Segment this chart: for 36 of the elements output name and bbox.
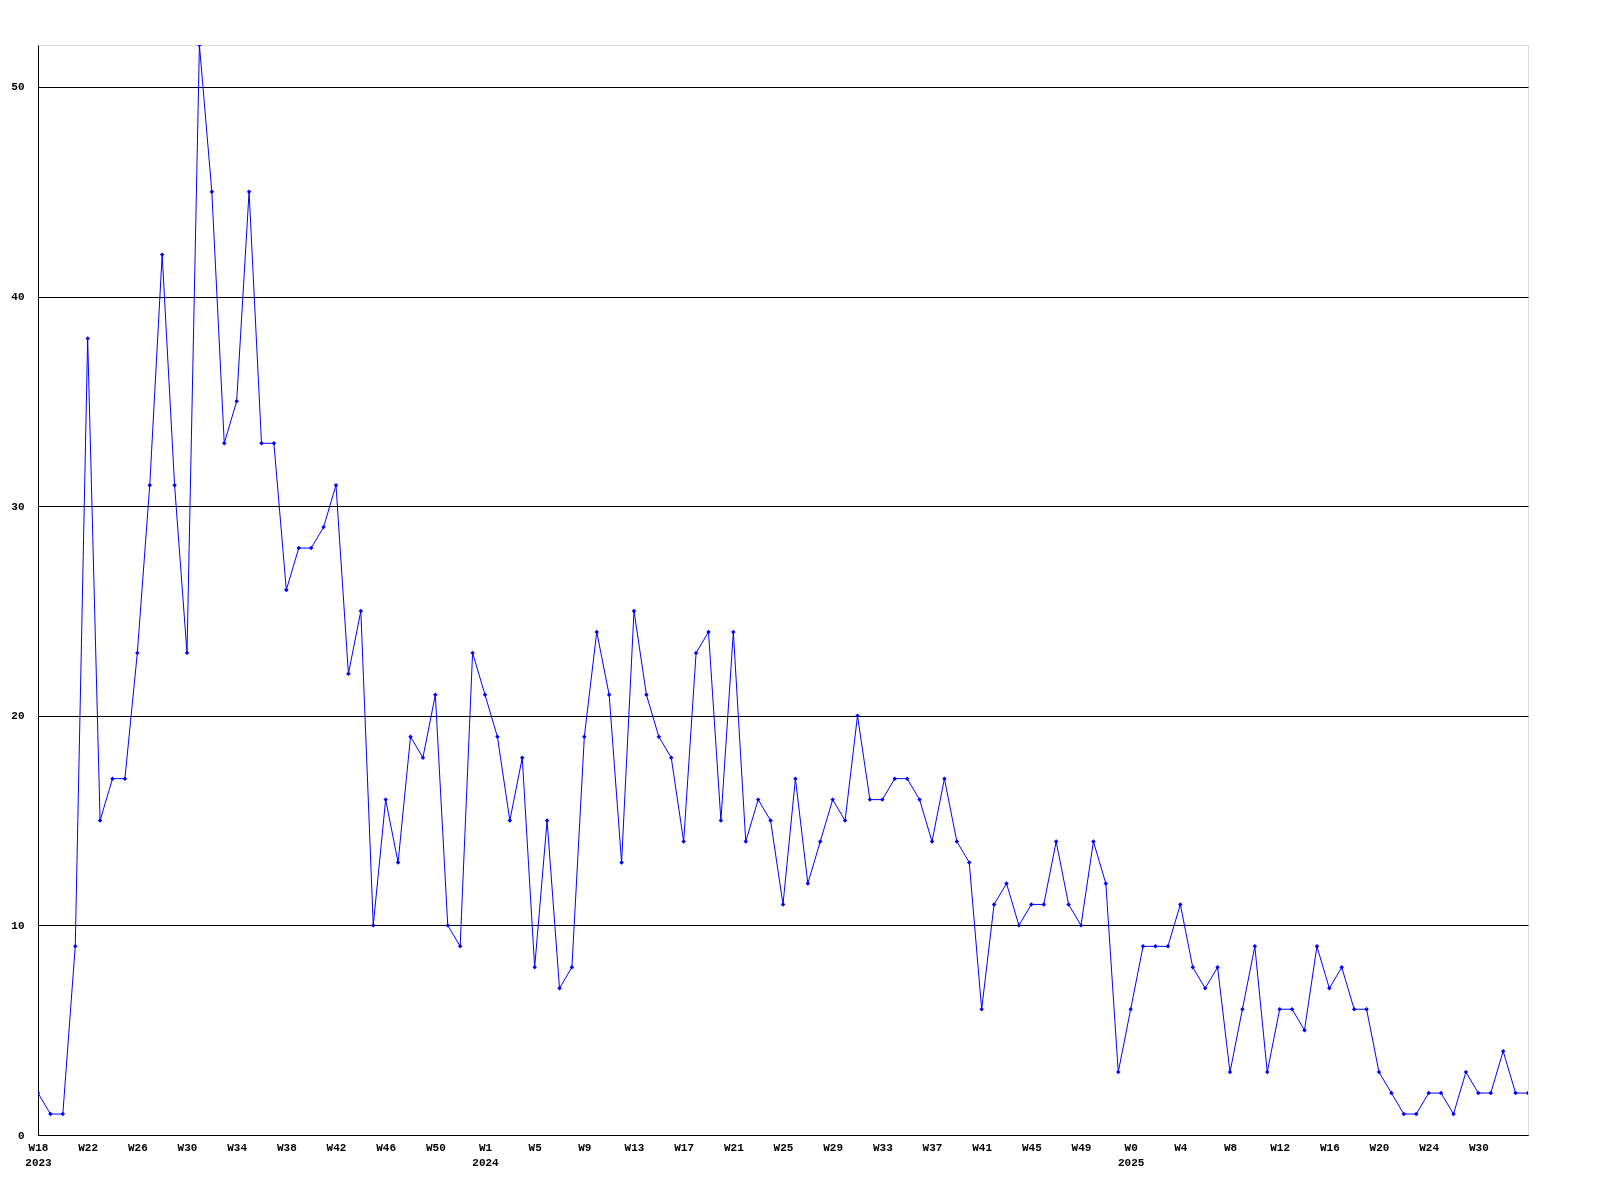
x-tick-label: W9 <box>578 1141 592 1154</box>
x-tick-label: W42 <box>326 1141 347 1154</box>
y-tick-label: 10 <box>11 919 25 932</box>
x-tick-label: W8 <box>1223 1141 1238 1154</box>
x-tick-label: W21 <box>723 1141 745 1154</box>
x-tick-label: W33 <box>872 1141 894 1154</box>
x-tick-label: W1 2024 <box>472 1141 500 1169</box>
x-tick-label: W26 <box>127 1141 148 1154</box>
y-tick-label: 0 <box>17 1129 25 1142</box>
x-tick-label: W45 <box>1021 1141 1043 1154</box>
x-tick-label: W17 <box>674 1141 695 1154</box>
x-tick-label: W49 <box>1071 1141 1092 1154</box>
y-tick-label: 30 <box>11 500 25 513</box>
x-tick-label: W46 <box>376 1141 397 1154</box>
x-tick-label: W22 <box>78 1141 99 1154</box>
y-tick-label: 40 <box>11 291 25 304</box>
x-tick-label: W18 2023 <box>25 1141 53 1169</box>
x-tick-label: W20 <box>1369 1141 1390 1154</box>
x-tick-label: W25 <box>773 1141 794 1154</box>
x-tick-label: W5 <box>528 1141 543 1154</box>
x-tick-label: W30 <box>1468 1141 1489 1154</box>
y-tick-label: 50 <box>11 81 25 94</box>
x-tick-label: W41 <box>972 1141 993 1154</box>
x-tick-label: W34 <box>227 1141 248 1154</box>
x-tick-label: W30 <box>177 1141 198 1154</box>
x-tick-label: W12 <box>1270 1141 1291 1154</box>
x-tick-label: W4 <box>1174 1141 1188 1154</box>
x-tick-label: W16 <box>1319 1141 1340 1154</box>
x-tick-label: W24 <box>1419 1141 1440 1154</box>
x-tick-label: W38 <box>276 1141 298 1154</box>
x-tick-label: W50 <box>425 1141 446 1154</box>
x-tick-label: W29 <box>823 1141 844 1154</box>
x-tick-label: W37 <box>922 1141 943 1154</box>
x-tick-label: W13 <box>624 1141 645 1154</box>
x-tick-label: W0 2025 <box>1117 1141 1145 1169</box>
y-tick-label: 20 <box>11 710 25 723</box>
